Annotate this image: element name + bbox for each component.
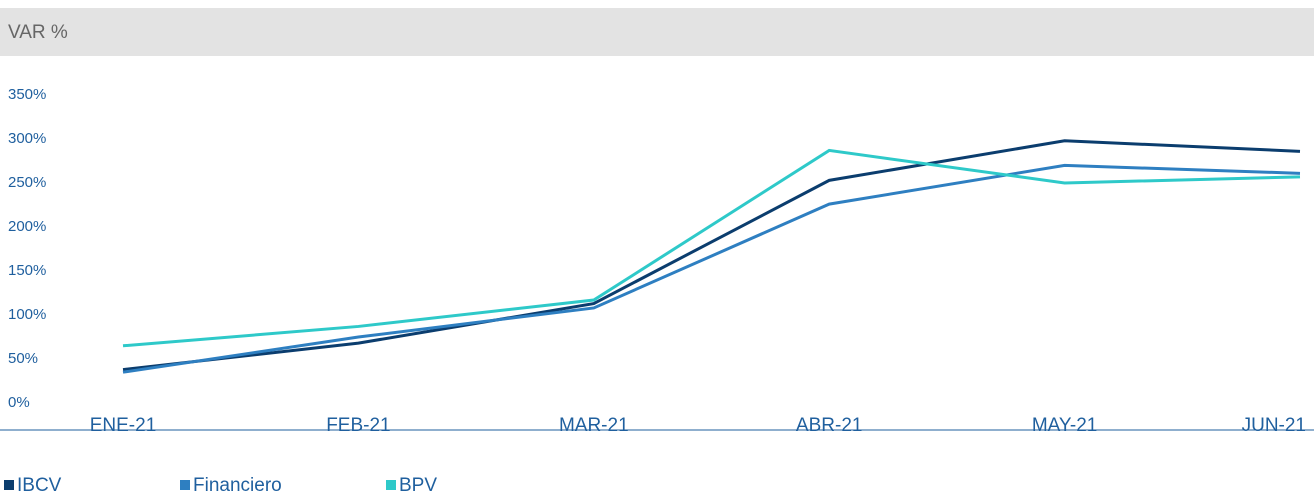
y-tick-label: 50% xyxy=(8,350,38,367)
x-tick-label: ENE-21 xyxy=(90,415,157,436)
legend-label: BPV xyxy=(399,475,437,495)
legend-swatch xyxy=(4,480,14,490)
x-tick-label: MAR-21 xyxy=(559,415,629,436)
y-tick-label: 150% xyxy=(8,262,46,279)
legend-label: IBCV xyxy=(17,475,62,495)
x-tick-label: FEB-21 xyxy=(326,415,390,436)
legend-swatch xyxy=(386,480,396,490)
chart-title: VAR % xyxy=(8,22,68,43)
line xyxy=(122,148,1301,348)
title-band xyxy=(0,8,1314,56)
x-tick-label: MAY-21 xyxy=(1032,415,1097,436)
legend-swatch xyxy=(180,480,190,490)
line xyxy=(122,163,1301,374)
legend-label: Financiero xyxy=(193,475,282,495)
line xyxy=(122,139,1301,372)
y-tick-label: 0% xyxy=(8,394,30,411)
y-tick-label: 300% xyxy=(8,130,46,147)
y-tick-label: 100% xyxy=(8,306,46,323)
y-tick-label: 250% xyxy=(8,174,46,191)
y-tick-label: 200% xyxy=(8,218,46,235)
x-tick-label: ABR-21 xyxy=(796,415,863,436)
y-tick-label: 350% xyxy=(8,86,46,103)
x-tick-label: JUN-21 xyxy=(1242,415,1306,436)
